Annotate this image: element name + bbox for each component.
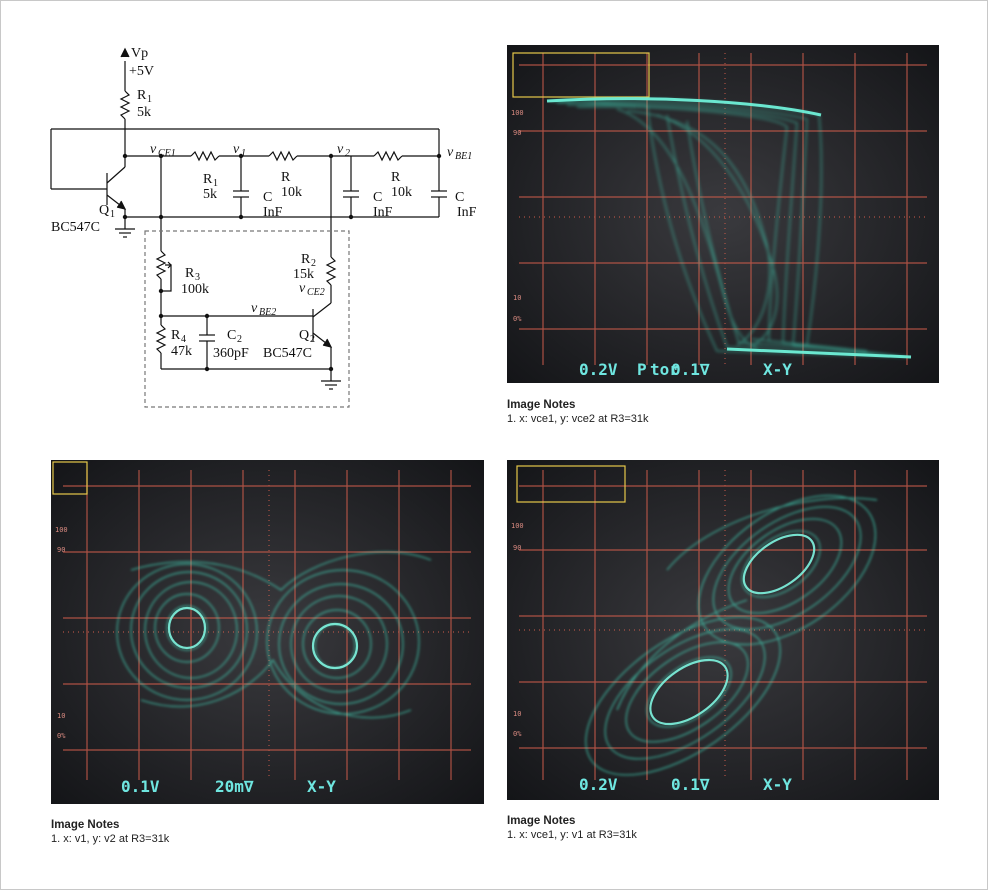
scope-screen: 100 90 10 0% 0.1V 20m∇ X-Y: [51, 460, 484, 804]
r1-top-name: R: [137, 88, 147, 103]
notes-scope-1: Image Notes 1. x: vce1, y: vce2 at R3=31…: [507, 398, 649, 426]
marker-box: [52, 461, 88, 495]
notes-title: Image Notes: [507, 815, 576, 827]
notes-title: Image Notes: [507, 399, 576, 411]
r3-name: R: [185, 266, 195, 281]
ra-value: 10k: [281, 185, 302, 200]
supply-value: +5V: [129, 64, 154, 79]
r2-value: 15k: [293, 267, 314, 282]
c2-name: C: [227, 328, 236, 343]
marker-box: [512, 52, 650, 98]
rb-value: 10k: [391, 185, 412, 200]
node-vce2: CE2: [307, 287, 325, 298]
r4-name: R: [171, 328, 181, 343]
notes-text: 1. x: v1, y: v2 at R3=31k: [51, 833, 170, 845]
notes-scope-2: Image Notes 1. x: v1, y: v2 at R3=31k: [51, 818, 169, 846]
q1-name: Q: [99, 203, 109, 218]
scope-screen: 100 90 10 0% 0.2V P tor 0.1∇ X-Y: [507, 45, 939, 383]
node-vbe1-v: v: [447, 145, 454, 160]
readout-prefix-sub: tor: [650, 360, 679, 379]
trace-vce1-v1: [585, 494, 878, 776]
trace-v1-v2: [116, 551, 432, 719]
node-vce1-v: v: [150, 142, 157, 157]
notes-title: Image Notes: [51, 819, 120, 831]
node-v1-v: v: [233, 142, 240, 157]
svg-text:100: 100: [55, 526, 68, 534]
cap1-value: InF: [263, 205, 283, 220]
cap1-letter: C: [263, 190, 272, 205]
node-vce1: CE1: [158, 148, 176, 159]
readout-volts-y: 20m∇: [215, 777, 254, 796]
readout-volts-y: 0.1∇: [671, 775, 710, 794]
svg-text:10: 10: [513, 710, 521, 718]
svg-text:10: 10: [57, 712, 65, 720]
node-vce2-v: v: [299, 281, 306, 296]
svg-text:10: 10: [513, 294, 521, 302]
r1-mid-value: 5k: [203, 187, 217, 202]
r2-sub: 2: [311, 258, 316, 269]
svg-text:100: 100: [511, 109, 524, 117]
notes-scope-3: Image Notes 1. x: vce1, y: v1 at R3=31k: [507, 814, 637, 842]
node-v2-v: v: [337, 142, 344, 157]
node-vbe1: BE1: [455, 151, 472, 162]
ra-name: R: [281, 170, 291, 185]
r2-name: R: [301, 252, 311, 267]
scope-grid: [519, 470, 927, 780]
node-v2: 2: [345, 148, 350, 159]
scope-v1-v2: 100 90 10 0% 0.1V 20m∇ X-Y: [51, 460, 484, 804]
r1-top-sub: 1: [147, 94, 152, 105]
notes-text: 1. x: vce1, y: vce2 at R3=31k: [507, 413, 649, 425]
cap3-letter: C: [455, 190, 464, 205]
node-vbe2: BE2: [259, 307, 276, 318]
r3-value: 100k: [181, 282, 209, 297]
cap2-value: InF: [373, 205, 393, 220]
c2-sub: 2: [237, 334, 242, 345]
svg-text:90: 90: [57, 546, 65, 554]
readout-volts-x: 0.1V: [121, 777, 160, 796]
cap3-value: InF: [457, 205, 477, 220]
readout-volts-y: 0.1∇: [671, 360, 710, 379]
svg-text:0%: 0%: [513, 730, 522, 738]
supply-label: Vp: [131, 46, 148, 61]
marker-box: [516, 465, 626, 503]
cap2-letter: C: [373, 190, 382, 205]
readout-prefix: P: [637, 360, 647, 379]
node-v1: 1: [241, 148, 246, 159]
svg-text:0%: 0%: [513, 315, 522, 323]
readout-volts-x: 0.2V: [579, 775, 618, 794]
q2-part: BC547C: [263, 346, 312, 361]
svg-text:0%: 0%: [57, 732, 66, 740]
scope-screen: 100 90 10 0% 0.2V 0.1∇ X-Y: [507, 460, 939, 800]
circuit-schematic: Vp +5V R 1 5k v CE1 v 1 v 2 v BE1 R 1 5k…: [50, 46, 477, 408]
r1-top-value: 5k: [137, 105, 151, 120]
scope-vce1-v1: 100 90 10 0% 0.2V 0.1∇ X-Y: [507, 460, 939, 800]
q1-sub: 1: [110, 209, 115, 220]
scope-vce1-vce2: 100 90 10 0% 0.2V P tor 0.1∇ X-Y: [507, 45, 939, 383]
r4-value: 47k: [171, 344, 192, 359]
q2-name: Q: [299, 328, 309, 343]
svg-text:90: 90: [513, 129, 521, 137]
readout-volts-x: 0.2V: [579, 360, 618, 379]
c2-value: 360pF: [213, 346, 249, 361]
readout-mode: X-Y: [763, 775, 792, 794]
notes-text: 1. x: vce1, y: v1 at R3=31k: [507, 829, 637, 841]
r3-sub: 3: [195, 272, 200, 283]
r4-sub: 4: [181, 334, 186, 345]
svg-text:90: 90: [513, 544, 521, 552]
node-vbe2-v: v: [251, 301, 258, 316]
q2-sub: 2: [310, 334, 315, 345]
r1-mid-name: R: [203, 172, 213, 187]
q1-part: BC547C: [51, 220, 100, 235]
readout-mode: X-Y: [763, 360, 792, 379]
readout-mode: X-Y: [307, 777, 336, 796]
svg-text:100: 100: [511, 522, 524, 530]
r1-mid-sub: 1: [213, 178, 218, 189]
rb-name: R: [391, 170, 401, 185]
